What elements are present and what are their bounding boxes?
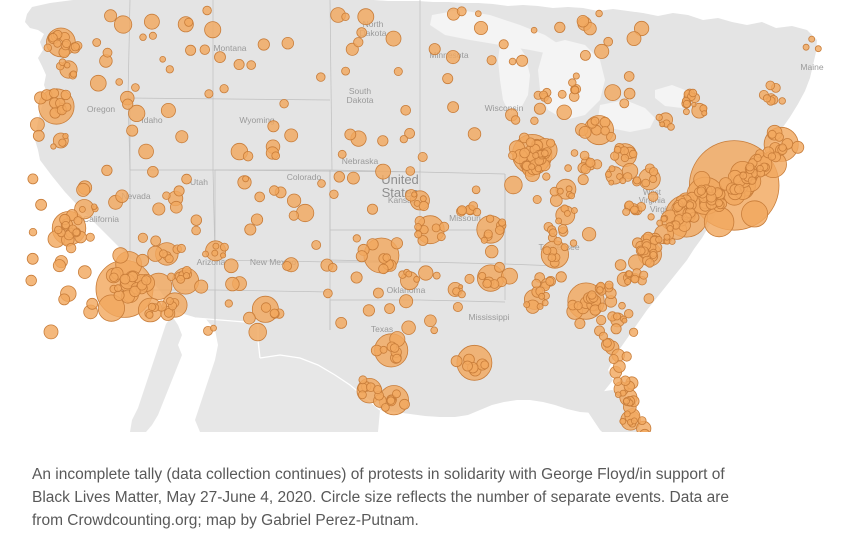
svg-text:Colorado: Colorado	[287, 172, 322, 182]
svg-text:Maine: Maine	[800, 62, 823, 72]
svg-text:Dakota: Dakota	[347, 95, 374, 105]
svg-text:Nebraska: Nebraska	[342, 156, 379, 166]
svg-text:Mississippi: Mississippi	[468, 312, 509, 322]
svg-text:Texas: Texas	[371, 324, 393, 334]
svg-text:Wisconsin: Wisconsin	[485, 103, 524, 113]
svg-text:Utah: Utah	[190, 177, 208, 187]
svg-text:Oregon: Oregon	[87, 104, 116, 114]
